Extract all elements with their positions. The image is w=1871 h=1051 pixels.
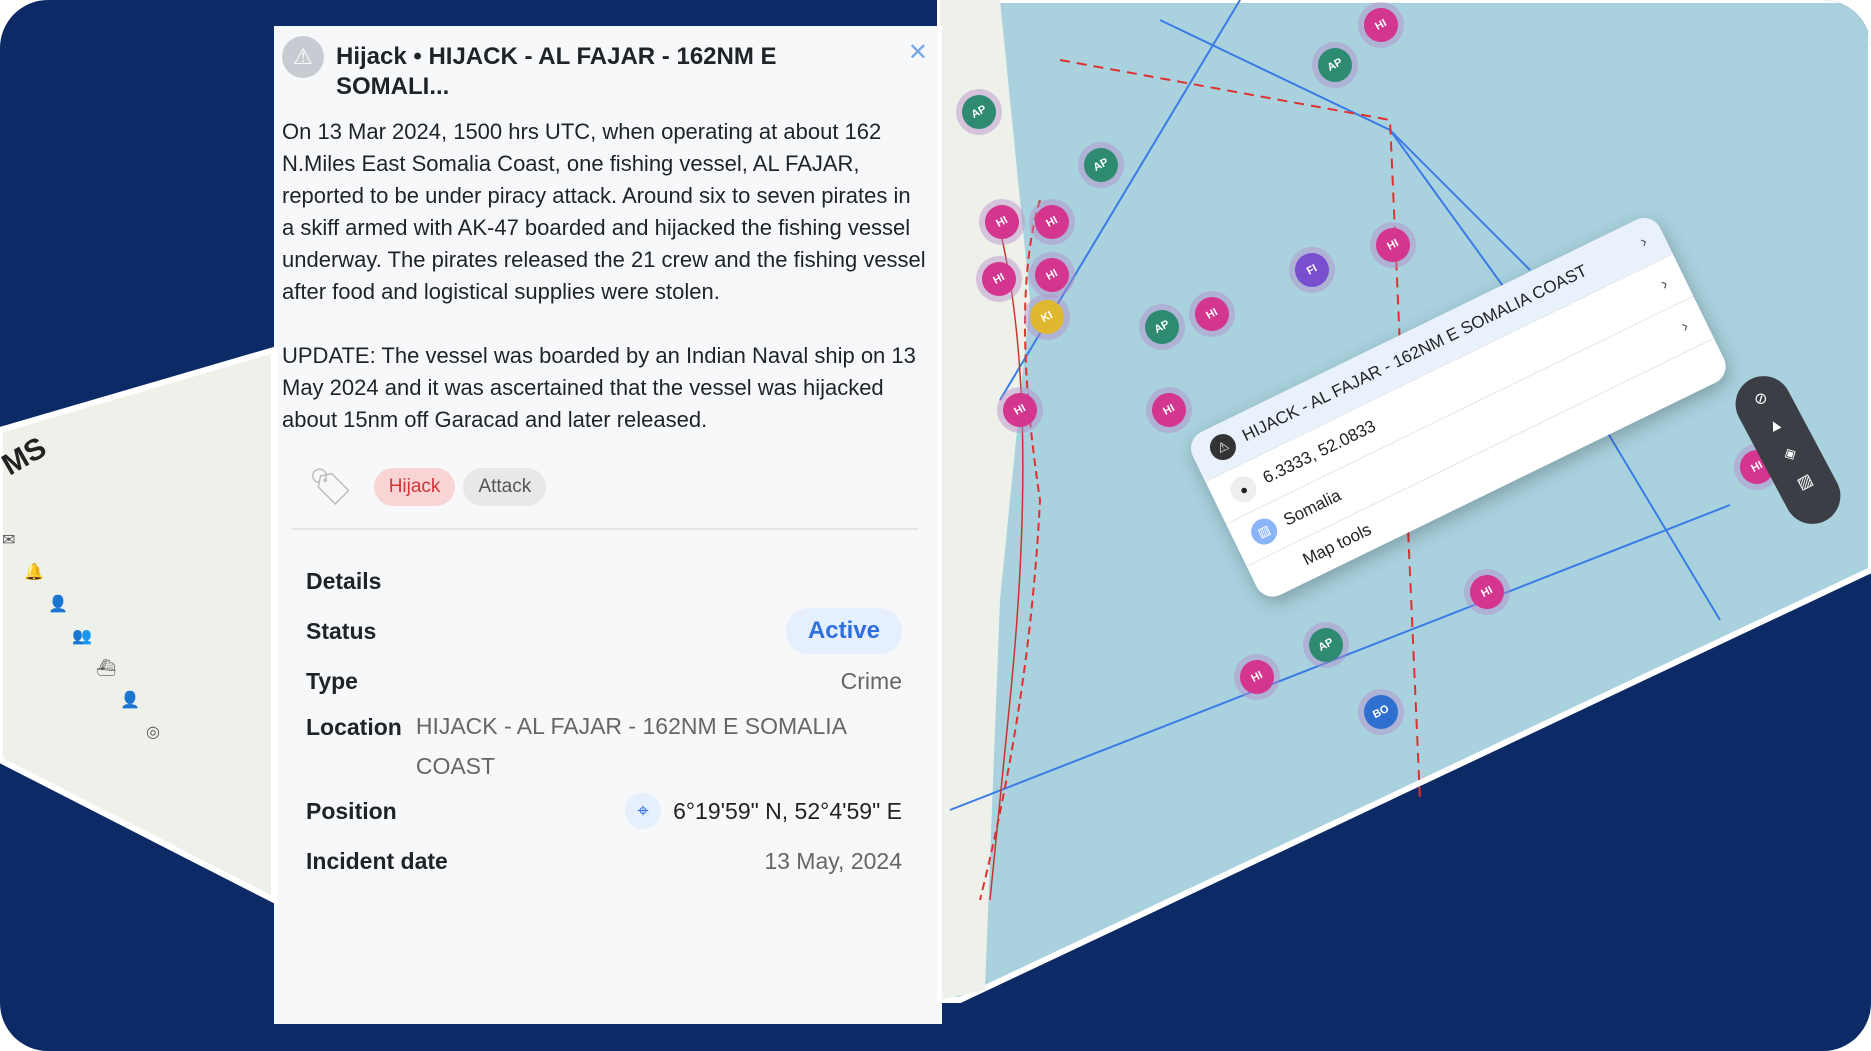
tag-attack[interactable]: Attack bbox=[463, 468, 547, 506]
panel-title: Hijack • HIJACK - AL FAJAR - 162NM E SOM… bbox=[336, 43, 777, 100]
region-icon: ▨ bbox=[1246, 514, 1282, 549]
location-value: HIJACK - AL FAJAR - 162NM E SOMALIA COAS… bbox=[415, 713, 846, 779]
ship-icon[interactable]: ⛴ bbox=[96, 660, 117, 677]
tag-icon: 🏷 bbox=[308, 466, 354, 507]
crosshair-icon[interactable]: ⌖ bbox=[625, 793, 662, 829]
divider bbox=[292, 528, 918, 530]
position-value: 6°19'59" N, 52°4'59" E bbox=[673, 797, 902, 824]
left-sidebar: ✉ 🔔 👤 👥 ⛴ 👤 ◎ bbox=[0, 530, 180, 770]
details-heading: Details bbox=[306, 567, 382, 594]
location-pin-icon: ● bbox=[1226, 471, 1261, 507]
coastline-land bbox=[940, 0, 1030, 1000]
mail-icon[interactable]: ✉ bbox=[2, 532, 16, 549]
warning-icon: ⚠ bbox=[1205, 429, 1241, 465]
contact-icon[interactable]: 👤 bbox=[120, 692, 140, 709]
chevron-right-icon: › bbox=[1636, 231, 1651, 252]
tag-hijack[interactable]: Hijack bbox=[373, 468, 456, 506]
position-label: Position bbox=[306, 797, 397, 824]
type-value: Crime bbox=[840, 667, 902, 694]
user-icon[interactable]: 👤 bbox=[48, 596, 68, 613]
users-icon[interactable]: 👥 bbox=[72, 628, 92, 645]
location-label: Location bbox=[306, 714, 402, 740]
warning-icon: ⚠ bbox=[282, 36, 324, 78]
incident-detail-panel: ⚠ Hijack • HIJACK - AL FAJAR - 162NM E S… bbox=[274, 26, 942, 1024]
chevron-right-icon: › bbox=[1678, 316, 1692, 336]
tags: 🏷 Hijack Attack bbox=[308, 466, 928, 508]
status-badge: Active bbox=[785, 608, 902, 654]
close-icon[interactable]: ✕ bbox=[907, 39, 928, 66]
type-label: Type bbox=[306, 667, 358, 694]
incident-date-label: Incident date bbox=[306, 847, 448, 874]
incident-description: On 13 Mar 2024, 1500 hrs UTC, when opera… bbox=[282, 119, 926, 432]
chevron-right-icon: › bbox=[1657, 273, 1671, 294]
bell-icon[interactable]: 🔔 bbox=[24, 564, 44, 581]
signal-icon[interactable]: ◎ bbox=[146, 724, 160, 741]
status-label: Status bbox=[306, 617, 377, 644]
details-section: Details Status Active Type Crime Locatio… bbox=[306, 556, 902, 886]
incident-date-value: 13 May, 2024 bbox=[764, 847, 902, 874]
